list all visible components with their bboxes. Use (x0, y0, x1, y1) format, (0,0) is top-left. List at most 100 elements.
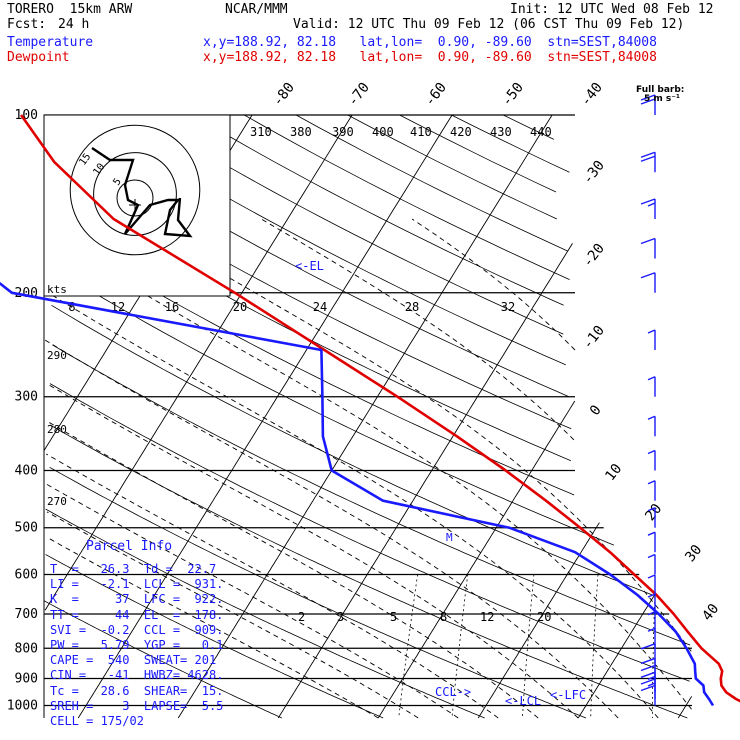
moist-adiabat-label: 390 (332, 125, 354, 139)
isotherm-tick-label: -40 (578, 80, 606, 110)
mixing-ratio-label: 8 (440, 610, 447, 624)
dry-adiabat-line (399, 114, 557, 193)
wind-barb-half (647, 593, 656, 598)
wind-barb-flag (640, 657, 656, 665)
wind-barb (647, 574, 656, 596)
pressure-tick-label: 1000 (7, 698, 38, 713)
parcel-row: CIN = -41 HWBZ= 4628. (50, 668, 224, 682)
isotherm-line (44, 114, 353, 611)
parcel-row: PW = 5.79 YGP = 0.1 (50, 638, 224, 652)
mixing-ratio-line (451, 574, 469, 719)
dry-adiabat-line (51, 304, 653, 596)
wind-barb-half (647, 480, 656, 485)
hodograph-axis-label: 32 (501, 300, 515, 314)
wind-barb-half (647, 376, 656, 381)
moist-adiabat-label: 380 (290, 125, 312, 139)
wind-barb-half (647, 627, 656, 632)
hodograph-units: kts (47, 283, 67, 296)
moist-adiabat-line (43, 339, 619, 719)
wind-barb-half (647, 611, 656, 616)
wind-barb-half (647, 329, 656, 334)
hodograph-box (43, 114, 231, 297)
fcst-label: Fcst: (7, 17, 47, 32)
isotherm-line (477, 522, 600, 719)
parcel-row: SVI = -0.2 CCL = 909. (50, 623, 224, 637)
wind-barb-flag (640, 671, 656, 678)
isotherm-tick-label: 10 (602, 461, 625, 484)
wind-barb-flag (640, 678, 656, 685)
mixing-ratio-label: 20 (537, 610, 551, 624)
isotherm-line (677, 696, 693, 719)
isotherm-tick-label: -20 (580, 241, 608, 271)
barb-legend: Full barb: 5 m s⁻¹ (636, 86, 684, 104)
el-annotation: <-EL (295, 259, 324, 273)
wind-barb (647, 611, 656, 632)
moist-adiabat-line (47, 537, 379, 719)
moist-adiabat-label: 430 (490, 125, 512, 139)
wind-barb (647, 480, 656, 501)
moist-adiabat-label: 310 (250, 125, 272, 139)
wind-barb-half (647, 415, 656, 420)
mixing-ratio-line (590, 574, 599, 718)
wind-barb-half (647, 675, 656, 680)
moist-adiabat-label: 440 (530, 125, 552, 139)
dry-adiabat-line (50, 424, 688, 719)
moist-adiabat-line (44, 482, 459, 719)
moist-adiabat-line (261, 218, 575, 441)
wind-barb-half (647, 507, 656, 512)
isotherm-tick-label: -60 (422, 80, 450, 110)
isotherm-tick-label: -10 (580, 323, 608, 353)
wind-barb (640, 237, 656, 259)
isotherm-line (77, 114, 453, 719)
pressure-tick-label: 400 (15, 464, 38, 479)
sounding-line-dewpoint (0, 281, 715, 707)
hodograph-axis-label: 16 (165, 300, 179, 314)
isotherm-tick-label: -70 (345, 80, 373, 110)
dry-adiabat-line (295, 114, 568, 252)
wind-barb-flag (640, 664, 656, 672)
hodograph-axis-label: 20 (233, 300, 247, 314)
wind-barb-flag (640, 272, 656, 279)
isotherm-tick-label: 30 (682, 542, 705, 565)
wind-barb-half (647, 531, 656, 536)
dry-adiabat-line (45, 554, 384, 719)
dry-adiabat-line (503, 114, 555, 140)
m-annotation: M (446, 531, 453, 544)
sounding-annotations: <-EL M CCL-> <-LCL <-LFC (295, 259, 586, 708)
isotherm-tick-label: 0 (587, 402, 605, 418)
wind-barb-flag (640, 237, 656, 245)
isotherm-line (177, 114, 553, 719)
parcel-row: SREH = 3 LAPSE= 5.5 (50, 699, 224, 713)
wind-barb (647, 449, 656, 471)
model-title: TORERO 15km ARW (7, 2, 133, 17)
parcel-row: T = 26.3 Td = 22.7 (50, 562, 217, 576)
dry-adiabat-line (192, 114, 564, 306)
dewpoint-location: x,y=188.92, 82.18 lat,lon= 0.90, -89.60 … (203, 50, 657, 65)
wind-barb (647, 593, 656, 615)
hodograph-ring-label: 5 (111, 176, 123, 187)
init-time: Init: 12 UTC Wed 08 Feb 12 (510, 2, 714, 17)
pressure-tick-label: 600 (15, 567, 38, 582)
wind-barb-flag (640, 98, 656, 105)
fcst-hours: 24 h (58, 17, 90, 32)
moist-adiabat-line (47, 292, 659, 719)
wind-barb (647, 531, 656, 553)
ccl-annotation: CCL-> (435, 685, 471, 699)
dry-adiabat-line (244, 114, 570, 280)
dry-adiabat-line (347, 114, 558, 220)
wind-barb-half (647, 553, 656, 559)
wind-barb (647, 507, 656, 528)
source-label: NCAR/MMM (225, 2, 288, 17)
wind-barb (640, 272, 656, 293)
parcel-row: LI = -2.1 LCL = 931. (50, 577, 224, 591)
pressure-tick-label: 800 (15, 641, 38, 656)
temperature-legend: Temperature (7, 35, 94, 50)
wind-barb-flag (640, 643, 656, 650)
moist-adiabat-line (48, 235, 692, 710)
wind-barb (647, 329, 656, 350)
moist-adiabat-line (46, 383, 579, 719)
isotherm-tick-label: -80 (270, 80, 298, 110)
barb-legend-title: Full barb: (636, 85, 685, 95)
wind-barb-half (647, 574, 656, 579)
